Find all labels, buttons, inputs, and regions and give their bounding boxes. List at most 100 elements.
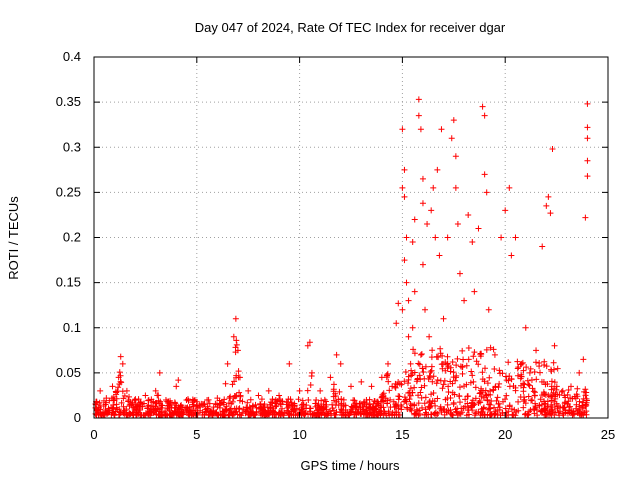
background-point [338, 400, 345, 407]
background-point [482, 392, 489, 399]
background-point [130, 412, 137, 419]
background-point [295, 396, 302, 403]
data-point [415, 96, 422, 103]
background-point [479, 369, 486, 376]
background-point [206, 400, 213, 407]
data-point [584, 124, 591, 131]
background-point [468, 368, 475, 375]
data-point [399, 306, 406, 313]
background-point [233, 341, 240, 348]
background-point [357, 411, 364, 418]
background-point [497, 370, 504, 377]
background-point [505, 408, 512, 415]
background-point [242, 410, 249, 417]
background-point [357, 400, 364, 407]
background-point [434, 395, 441, 402]
background-point [189, 401, 196, 408]
background-point [313, 396, 320, 403]
background-point [441, 377, 448, 384]
background-point [485, 401, 492, 408]
background-point [440, 381, 447, 388]
data-point [348, 383, 354, 390]
background-point [434, 376, 441, 383]
background-point [398, 381, 405, 388]
data-point [419, 261, 426, 268]
background-point [185, 406, 192, 413]
background-point [340, 396, 347, 403]
background-point [465, 356, 472, 363]
background-point [580, 395, 587, 402]
axes: 0 5 10 15 20 25 0 0.05 0.1 0.15 0.2 0.25 0.3 0.35 0.4 [56, 49, 616, 442]
data-point [475, 225, 482, 232]
data-point [456, 270, 463, 277]
data-point [296, 387, 303, 394]
background-point [312, 403, 319, 410]
data-point [526, 369, 533, 376]
background-point [463, 381, 470, 388]
background-point [579, 405, 586, 412]
background-point [473, 358, 480, 365]
data-point [461, 297, 468, 304]
background-point [383, 412, 390, 419]
background-point [526, 408, 533, 415]
background-point [459, 370, 466, 377]
data-point [436, 252, 443, 259]
background-point [225, 400, 232, 407]
background-point [467, 379, 474, 386]
background-point [456, 399, 463, 406]
background-point [266, 401, 273, 408]
data-point [286, 360, 293, 367]
background-point [416, 361, 423, 368]
background-point [231, 378, 238, 385]
data-point [117, 353, 124, 360]
background-point [548, 368, 555, 375]
data-point [522, 324, 529, 331]
background-point [411, 350, 418, 357]
background-point [583, 408, 590, 415]
x-tick-label: 20 [498, 427, 512, 442]
background-point [269, 405, 276, 412]
background-point [480, 394, 487, 401]
y-tick-label: 0.1 [63, 320, 81, 335]
data-point [358, 378, 365, 385]
background-point [413, 378, 420, 385]
background-point [548, 378, 555, 385]
background-point [329, 405, 336, 412]
data-point [265, 387, 272, 394]
background-point [494, 394, 501, 401]
y-tick-label: 0.25 [56, 184, 81, 199]
background-point [422, 406, 429, 413]
background-point [429, 347, 436, 354]
background-point [149, 404, 156, 411]
data-point [584, 135, 591, 142]
background-point [323, 406, 330, 413]
background-point [551, 366, 558, 373]
background-point [480, 405, 487, 412]
background-point [574, 385, 581, 392]
background-point [426, 403, 433, 410]
data-point [152, 387, 159, 394]
background-point [348, 406, 355, 413]
background-point [411, 369, 418, 376]
data-point [304, 342, 311, 349]
data-point [276, 392, 283, 399]
background-point [544, 403, 551, 410]
x-tick-label: 10 [292, 427, 306, 442]
y-tick-label: 0.15 [56, 275, 81, 290]
background-point [464, 393, 471, 400]
background-point [318, 403, 325, 410]
background-point [453, 362, 460, 369]
data-point [422, 306, 429, 313]
background-point [495, 384, 502, 391]
background-point [134, 407, 141, 414]
background-point [299, 407, 306, 414]
background-point [407, 392, 414, 399]
data-point [214, 395, 221, 402]
background-point [477, 351, 484, 358]
background-point [520, 394, 527, 401]
background-point [465, 345, 472, 352]
background-point [538, 378, 545, 385]
background-point [378, 398, 385, 405]
background-point [565, 398, 572, 405]
data-point [430, 184, 437, 191]
